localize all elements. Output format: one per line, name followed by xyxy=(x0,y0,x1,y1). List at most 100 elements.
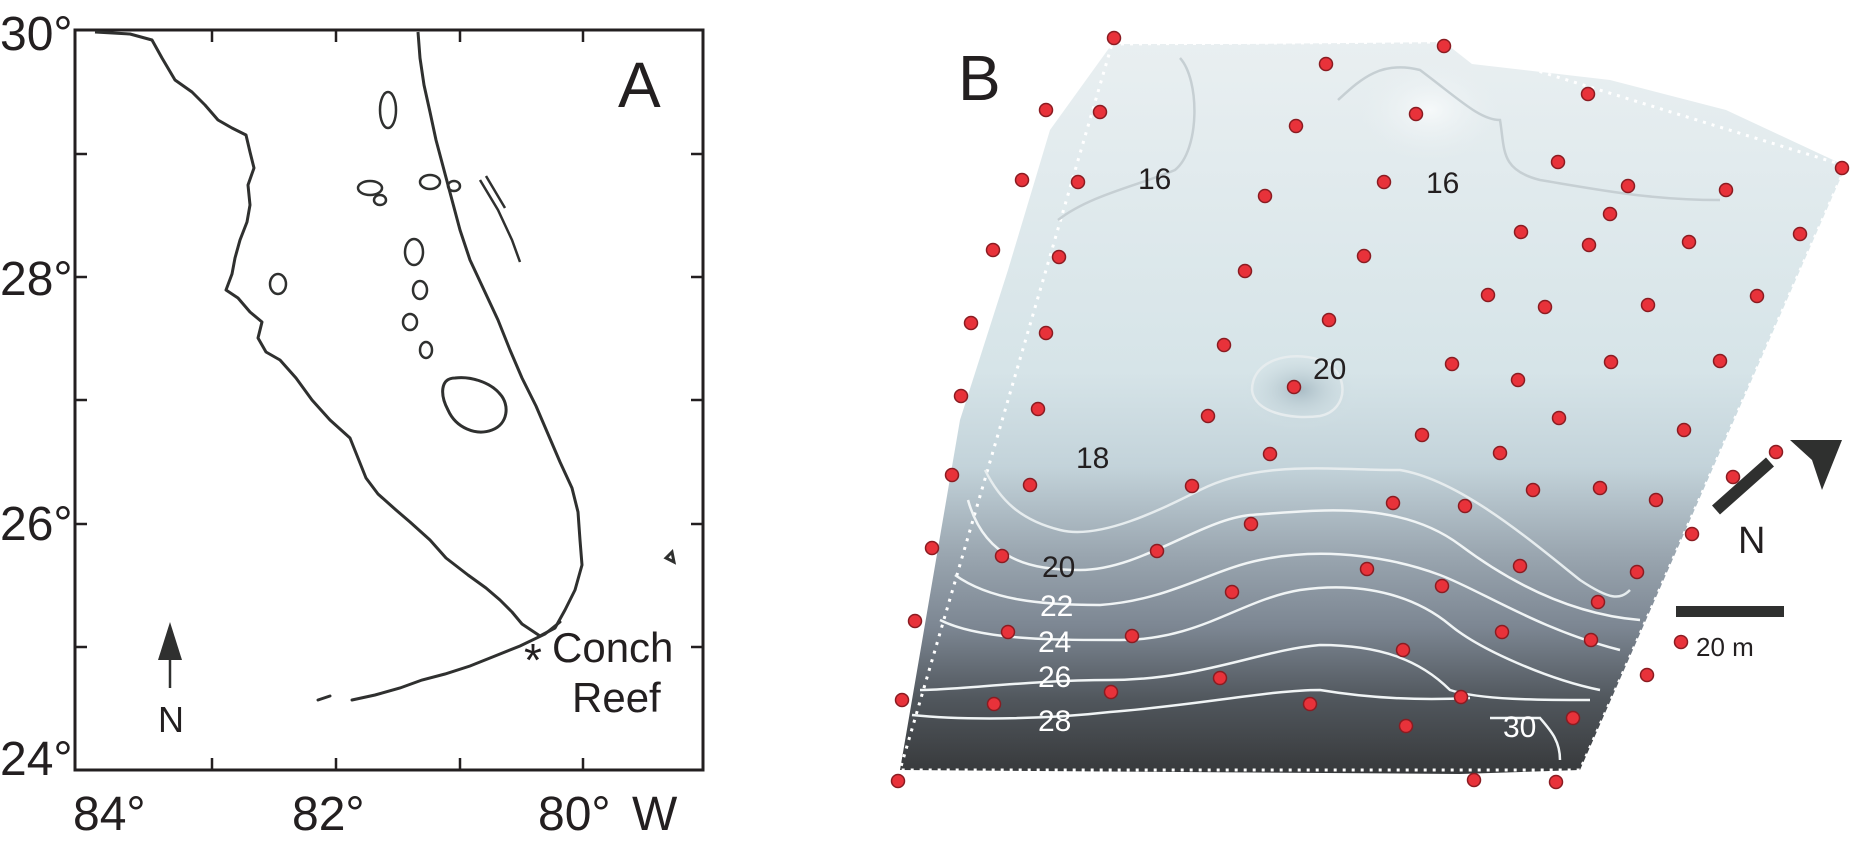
sampling-station xyxy=(963,315,979,331)
sampling-station xyxy=(1014,172,1030,188)
panel-a-map: A 30° 28° 26° 24° 84° 82° 80° W N * Conc… xyxy=(0,8,705,841)
contour-label-24: 24 xyxy=(1038,626,1071,659)
sampling-station xyxy=(894,692,910,708)
sampling-station xyxy=(1834,160,1850,176)
sampling-station xyxy=(1434,578,1450,594)
sampling-station xyxy=(1648,492,1664,508)
contour-30 xyxy=(1490,716,1562,761)
sampling-station xyxy=(1359,561,1375,577)
latitude-ticks xyxy=(75,152,703,649)
lat-label-28: 28° xyxy=(0,253,73,306)
lon-unit-label: W xyxy=(632,788,678,841)
sampling-station xyxy=(1356,248,1372,264)
sampling-station xyxy=(1718,182,1734,198)
lat-label-30: 30° xyxy=(0,8,73,61)
sampling-station xyxy=(1603,354,1619,370)
sampling-station xyxy=(1480,287,1496,303)
sampling-station xyxy=(1581,237,1597,253)
sampling-station xyxy=(1288,118,1304,134)
sampling-station xyxy=(1038,325,1054,341)
contour-16-east xyxy=(1337,66,1721,202)
sampling-station xyxy=(1525,482,1541,498)
sampling-station xyxy=(1103,684,1119,700)
sampling-station xyxy=(1565,710,1581,726)
sampling-station xyxy=(1200,408,1216,424)
sampling-station xyxy=(1466,772,1482,788)
panel-a-letter: A xyxy=(618,49,661,121)
inland-lakes xyxy=(268,90,462,360)
sampling-station xyxy=(1038,102,1054,118)
sampling-station xyxy=(1681,234,1697,250)
north-arrow-a-icon xyxy=(158,622,182,660)
panel-b-letter: B xyxy=(958,42,1001,114)
sampling-station xyxy=(985,242,1001,258)
sampling-station xyxy=(890,773,906,789)
sampling-station xyxy=(1237,263,1253,279)
florida-keys xyxy=(316,620,562,702)
sampling-station xyxy=(1712,353,1728,369)
north-label-b: N xyxy=(1738,520,1765,562)
sampling-station xyxy=(1457,498,1473,514)
sampling-station xyxy=(1092,104,1108,120)
contour-label-20: 20 xyxy=(1042,551,1075,584)
sampling-station xyxy=(1444,356,1460,372)
lon-label-80: 80° xyxy=(538,788,611,841)
sampling-station xyxy=(1639,667,1655,683)
sampling-station xyxy=(1590,594,1606,610)
florida-coastline xyxy=(94,30,584,638)
north-label-a: N xyxy=(158,699,184,740)
sampling-station xyxy=(1070,174,1086,190)
contour-label-28: 28 xyxy=(1038,705,1071,738)
east-coast-islands xyxy=(478,175,522,263)
sampling-station xyxy=(986,696,1002,712)
sampling-station xyxy=(1385,495,1401,511)
sampling-station xyxy=(1602,206,1618,222)
sampling-station xyxy=(1212,670,1228,686)
contour-label-26: 26 xyxy=(1038,661,1071,694)
contour-label-group: 16 16 20 18 20 22 24 26 28 30 xyxy=(1038,163,1536,744)
lat-label-26: 26° xyxy=(0,498,73,551)
site-marker: * xyxy=(524,634,542,686)
sampling-station xyxy=(1262,446,1278,462)
sampling-station xyxy=(1286,379,1302,395)
sampling-station xyxy=(1513,224,1529,240)
sampling-station xyxy=(1684,526,1700,542)
longitude-ticks xyxy=(210,30,585,770)
contour-label-20-mound: 20 xyxy=(1313,353,1346,386)
scale-label: 20 m xyxy=(1696,632,1754,662)
contour-label-16-west: 16 xyxy=(1138,163,1171,196)
sampling-station xyxy=(1302,696,1318,712)
site-name-line1: Conch xyxy=(552,624,673,671)
sampling-station xyxy=(1673,634,1689,650)
sampling-station xyxy=(1749,288,1765,304)
contour-label-18: 18 xyxy=(1076,442,1109,475)
sampling-station xyxy=(1321,312,1337,328)
lon-label-84: 84° xyxy=(73,788,146,841)
sampling-station xyxy=(1548,774,1564,790)
sampling-station xyxy=(1216,337,1232,353)
sampling-station xyxy=(1492,445,1508,461)
sampling-station xyxy=(1494,624,1510,640)
sampling-station xyxy=(1395,642,1411,658)
sampling-station xyxy=(1537,299,1553,315)
lat-label-24: 24° xyxy=(0,733,73,786)
sampling-station xyxy=(953,388,969,404)
sampling-station xyxy=(1629,564,1645,580)
contour-28 xyxy=(911,688,1471,720)
sampling-station xyxy=(1000,624,1016,640)
sampling-station xyxy=(1243,516,1259,532)
sampling-stations xyxy=(890,30,1850,790)
sampling-station xyxy=(1676,422,1692,438)
sampling-station xyxy=(1051,249,1067,265)
north-arrow-b xyxy=(1712,440,1842,515)
sampling-station xyxy=(1583,632,1599,648)
sampling-station xyxy=(1184,478,1200,494)
sampling-station xyxy=(1512,558,1528,574)
sampling-station xyxy=(1580,86,1596,102)
contour-lines xyxy=(911,57,1721,761)
contour-18 xyxy=(983,467,1631,598)
panel-a-frame xyxy=(73,28,705,772)
sampling-station xyxy=(1436,38,1452,54)
contour-label-16-east: 16 xyxy=(1426,167,1459,200)
sampling-station xyxy=(1408,106,1424,122)
